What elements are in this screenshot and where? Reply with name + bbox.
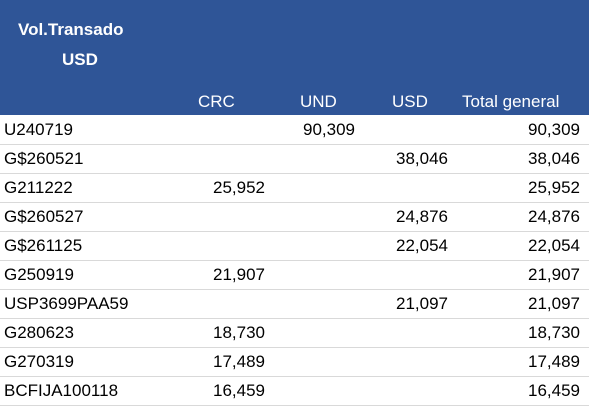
table-row[interactable]: U240719 90,309 90,309 xyxy=(0,116,589,145)
total-cell[interactable]: 18,730 xyxy=(528,323,580,342)
row-label-cell[interactable]: G$260521 xyxy=(4,149,84,168)
table-row[interactable]: G211222 25,952 25,952 xyxy=(0,174,589,203)
row-label-cell[interactable]: USP3699PAA59 xyxy=(4,294,129,313)
table-row[interactable]: G250919 21,907 21,907 xyxy=(0,261,589,290)
usd-cell[interactable]: 38,046 xyxy=(396,149,448,168)
table-row[interactable]: G$260527 24,876 24,876 xyxy=(0,203,589,232)
total-cell[interactable]: 25,952 xyxy=(528,178,580,197)
total-cell[interactable]: 38,046 xyxy=(528,149,580,168)
usd-cell[interactable]: 21,097 xyxy=(396,294,448,313)
table-row[interactable]: USP3699PAA59 21,097 21,097 xyxy=(0,290,589,319)
und-cell[interactable]: 90,309 xyxy=(303,120,355,139)
total-cell[interactable]: 17,489 xyxy=(528,352,580,371)
header-title-line1: Vol.Transado xyxy=(18,20,124,39)
column-header-usd[interactable]: USD xyxy=(392,92,428,111)
row-label-cell[interactable]: G250919 xyxy=(4,265,74,284)
usd-cell[interactable]: 22,054 xyxy=(396,236,448,255)
row-label-cell[interactable]: G280623 xyxy=(4,323,74,342)
total-cell[interactable]: 21,907 xyxy=(528,265,580,284)
total-cell[interactable]: 90,309 xyxy=(528,120,580,139)
row-label-cell[interactable]: G$260527 xyxy=(4,207,84,226)
crc-cell[interactable]: 16,459 xyxy=(213,381,265,400)
crc-cell[interactable]: 17,489 xyxy=(213,352,265,371)
column-header-und[interactable]: UND xyxy=(300,92,337,111)
row-label-cell[interactable]: G$261125 xyxy=(4,236,83,255)
total-cell[interactable]: 24,876 xyxy=(528,207,580,226)
crc-cell[interactable]: 21,907 xyxy=(213,265,265,284)
total-cell[interactable]: 16,459 xyxy=(528,381,580,400)
usd-cell[interactable]: 24,876 xyxy=(396,207,448,226)
row-label-cell[interactable]: BCFIJA100118 xyxy=(4,381,119,400)
table-row[interactable]: BCFIJA100118 16,459 16,459 xyxy=(0,377,589,406)
table-header: Vol.Transado USD CRC UND USD Total gener… xyxy=(0,0,589,115)
crc-cell[interactable]: 25,952 xyxy=(213,178,265,197)
column-header-total[interactable]: Total general xyxy=(462,92,560,111)
total-cell[interactable]: 21,097 xyxy=(528,294,580,313)
crc-cell[interactable]: 18,730 xyxy=(213,323,265,342)
table-row[interactable]: G270319 17,489 17,489 xyxy=(0,348,589,377)
table-row[interactable]: G$260521 38,046 38,046 xyxy=(0,145,589,174)
column-header-crc[interactable]: CRC xyxy=(198,92,235,111)
row-label-cell[interactable]: G270319 xyxy=(4,352,74,371)
header-title-line2: USD xyxy=(62,50,98,69)
row-label-cell[interactable]: U240719 xyxy=(4,120,74,139)
table-row[interactable]: G280623 18,730 18,730 xyxy=(0,319,589,348)
table-row[interactable]: G$261125 22,054 22,054 xyxy=(0,232,589,261)
total-cell[interactable]: 22,054 xyxy=(528,236,580,255)
row-label-cell[interactable]: G211222 xyxy=(4,178,73,197)
